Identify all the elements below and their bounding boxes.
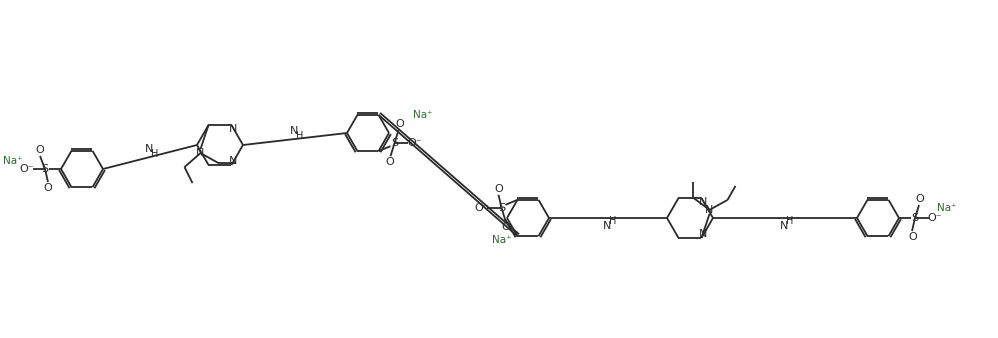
Text: N: N [700, 229, 708, 239]
Text: O⁻: O⁻ [474, 203, 489, 213]
Text: N: N [779, 221, 788, 231]
Text: H: H [152, 149, 159, 159]
Text: O⁻: O⁻ [928, 213, 942, 223]
Text: N: N [706, 205, 714, 215]
Text: O: O [908, 232, 917, 242]
Text: N: N [700, 197, 708, 207]
Text: N: N [197, 148, 205, 158]
Text: N: N [289, 126, 298, 136]
Text: N: N [230, 124, 238, 134]
Text: Na⁺: Na⁺ [413, 110, 432, 120]
Text: H: H [786, 216, 793, 226]
Text: H: H [610, 216, 617, 226]
Text: S: S [498, 203, 505, 213]
Text: Na⁺: Na⁺ [492, 235, 511, 245]
Text: Na⁺: Na⁺ [3, 156, 23, 166]
Text: O⁻: O⁻ [407, 138, 422, 148]
Text: O: O [501, 222, 510, 232]
Text: O: O [494, 184, 503, 194]
Text: N: N [603, 221, 611, 231]
Text: O: O [385, 157, 394, 167]
Text: O: O [44, 183, 52, 193]
Text: H: H [296, 131, 303, 141]
Text: S: S [42, 164, 49, 174]
Text: S: S [391, 138, 398, 148]
Text: N: N [230, 156, 238, 166]
Text: O⁻: O⁻ [20, 164, 34, 174]
Text: Na⁺: Na⁺ [937, 203, 957, 213]
Text: N: N [145, 144, 153, 154]
Text: S: S [911, 213, 918, 223]
Text: O: O [915, 194, 924, 204]
Text: O: O [395, 119, 404, 129]
Text: O: O [36, 145, 44, 155]
